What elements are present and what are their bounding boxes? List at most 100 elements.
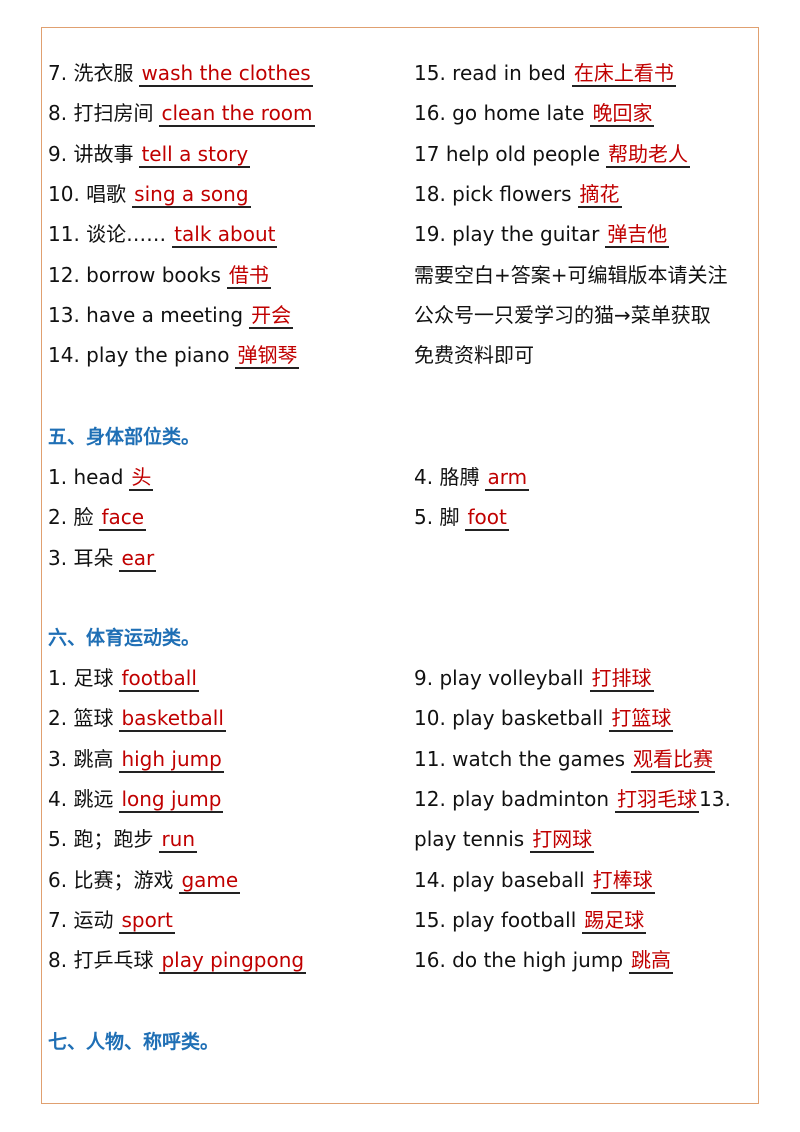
item-answer: tell a story (139, 141, 251, 168)
vocab-item: 8. 打扫房间 clean the room (48, 99, 315, 128)
item-number: 2. (48, 706, 74, 731)
section-heading: 五、身体部位类。 (48, 426, 201, 448)
vocab-item: 2. 脸 face (48, 503, 147, 532)
vocab-item: 14. play baseball 打棒球 (414, 866, 655, 894)
item-term: head (73, 465, 124, 489)
vocab-item: play tennis 打网球 (414, 825, 595, 854)
item-answer: basketball (119, 706, 226, 733)
item-answer: 开会 (249, 302, 294, 329)
item-number: 4. (48, 786, 74, 811)
item-term: borrow books (86, 262, 221, 287)
item-answer: high jump (119, 746, 224, 773)
item-answer: 打排球 (589, 666, 654, 692)
item-number: 10. (48, 181, 87, 206)
item-answer: wash the clothes (139, 61, 313, 87)
item-number: 11. (414, 746, 453, 771)
item-number: 13. (48, 302, 87, 327)
item-term: help old people (445, 141, 601, 166)
item-number: 6. (48, 867, 74, 892)
vocab-item: 10. play basketball 打篮球 (414, 704, 674, 733)
vocab-item: 15. read in bed 在床上看书 (414, 59, 676, 87)
item-answer: 在床上看书 (571, 61, 676, 87)
item-term: 跑；跑步 (73, 827, 154, 852)
vocab-item: 16. go home late 晚回家 (414, 99, 655, 128)
item-term: 讲故事 (73, 141, 134, 166)
item-number: 9. (48, 141, 74, 166)
item-term: 谈论…… (86, 222, 167, 247)
vocab-item: 2. 篮球 basketball (48, 704, 226, 733)
item-term: go home late (452, 101, 585, 126)
item-answer: arm (485, 465, 530, 491)
item-number: 5. (48, 827, 74, 852)
item-answer: 借书 (226, 262, 271, 289)
vocab-item: 3. 跳高 high jump (48, 745, 224, 773)
item-answer: talk about (172, 222, 278, 249)
item-number: 19. (414, 222, 453, 247)
vocab-item: 5. 跑；跑步 run (48, 825, 198, 854)
item-number: 3. (48, 746, 74, 771)
vocab-item: 16. do the high jump 跳高 (414, 946, 674, 975)
item-term: read in bed (452, 61, 566, 85)
item-number: 10. (414, 706, 453, 731)
vocab-item: 4. 胳膊 arm (414, 463, 530, 491)
item-tail: 13. (699, 786, 731, 811)
item-term: play the piano (86, 343, 230, 368)
vocab-item: 1. head 头 (48, 463, 154, 491)
item-term: play basketball (452, 706, 604, 731)
item-number: 18. (414, 181, 453, 206)
item-term: 脸 (73, 505, 94, 530)
note-line: 需要空白+答案+可编辑版本请关注 (414, 262, 728, 287)
item-answer: sing a song (132, 181, 251, 208)
item-term: 洗衣服 (73, 61, 134, 85)
item-number: 1. (48, 465, 74, 489)
item-term: watch the games (452, 746, 625, 771)
item-answer: football (119, 666, 199, 692)
item-number: 8. (48, 948, 74, 973)
item-term: 打扫房间 (73, 101, 154, 126)
vocab-item: 8. 打乒乓球 play pingpong (48, 946, 307, 975)
vocab-item: 3. 耳朵 ear (48, 544, 157, 572)
item-answer: face (99, 505, 147, 532)
vocab-item: 17 help old people 帮助老人 (414, 140, 691, 168)
item-number: 11. (48, 222, 87, 247)
item-term: 胳膊 (439, 465, 480, 489)
vocab-item: 13. have a meeting 开会 (48, 301, 294, 329)
item-term: 打乒乓球 (73, 948, 154, 973)
item-answer: run (159, 827, 198, 854)
item-term: 唱歌 (86, 181, 127, 206)
vocab-item: 10. 唱歌 sing a song (48, 180, 251, 208)
item-number: 15. (414, 61, 453, 85)
item-number: 1. (48, 666, 74, 690)
item-answer: long jump (119, 786, 224, 813)
item-term: 脚 (439, 505, 460, 530)
vocab-item: 6. 比赛；游戏 game (48, 866, 241, 894)
item-number: 14. (414, 867, 453, 892)
item-answer: 打篮球 (609, 706, 674, 733)
item-answer: 摘花 (577, 181, 622, 208)
vocab-item: 11. 谈论…… talk about (48, 220, 278, 249)
vocab-item: 5. 脚 foot (414, 503, 509, 532)
section-heading: 七、人物、称呼类。 (48, 1031, 220, 1053)
item-answer: 头 (129, 465, 154, 491)
item-answer: 打羽毛球 (615, 786, 699, 813)
item-term: play volleyball (439, 666, 584, 690)
item-answer: 打棒球 (590, 867, 655, 894)
item-answer: ear (119, 545, 157, 572)
item-term: 运动 (73, 907, 114, 932)
item-number: 2. (48, 505, 74, 530)
note-line: 公众号一只爱学习的猫→菜单获取 (414, 302, 711, 327)
item-number: 15. (414, 907, 453, 932)
vocab-item: 7. 运动 sport (48, 906, 175, 934)
item-answer: foot (465, 505, 509, 532)
item-term: 耳朵 (73, 545, 114, 570)
item-answer: 弹钢琴 (235, 343, 300, 370)
item-number: 12. (48, 262, 87, 287)
vocab-item: 18. pick flowers 摘花 (414, 180, 622, 208)
page-border (41, 27, 759, 1104)
item-number: 16. (414, 101, 453, 126)
item-number: 4. (414, 465, 440, 489)
item-answer: 晚回家 (590, 101, 655, 128)
vocab-item: 9. play volleyball 打排球 (414, 664, 654, 692)
item-term: play badminton (452, 786, 609, 811)
item-term: pick flowers (452, 181, 572, 206)
